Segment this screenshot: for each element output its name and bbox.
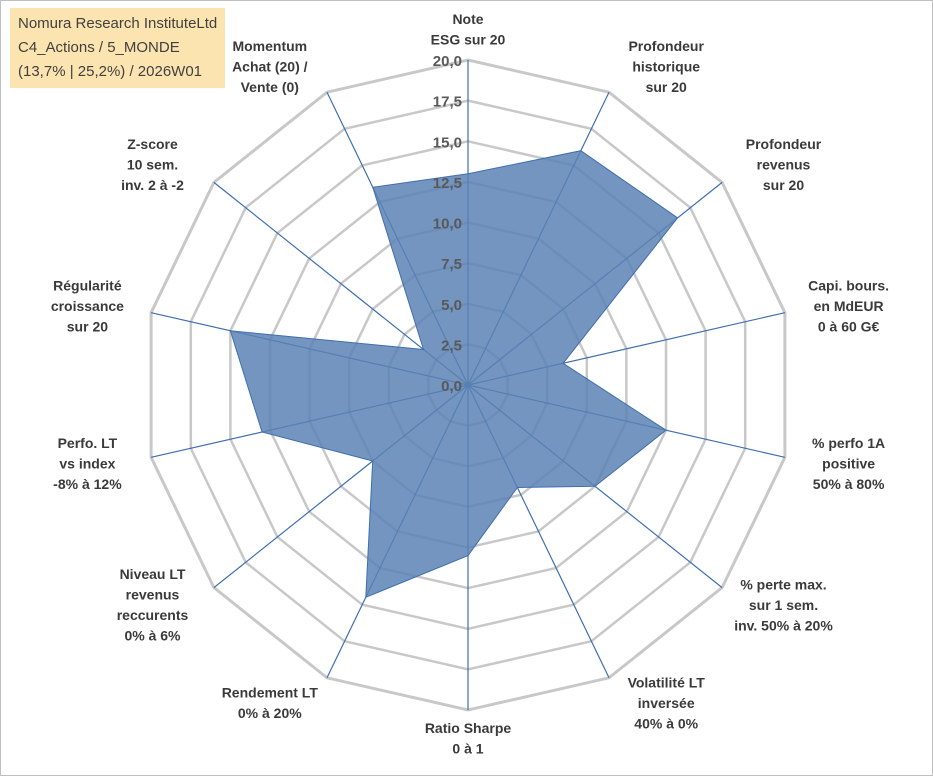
tick-label: 2,5 [441,337,462,354]
info-stats-week: (13,7% | 25,2%) / 2026W01 [18,63,202,80]
tick-layer: 0,0 2,5 5,0 7,5 10,0 12,5 15,0 17,5 20,0 [433,53,462,395]
series-layer [229,150,679,599]
tick-label: 5,0 [441,297,462,314]
category-label: Niveau LT revenus reccurents 0% à 6% [117,566,189,644]
category-label: Momentum Achat (20) / Vente (0) [232,38,308,95]
category-label: Régularité croissance sur 20 [51,278,124,335]
category-label: Capi. bours. en MdEUR 0 à 60 G€ [808,278,889,335]
category-label: Profondeur revenus sur 20 [746,136,822,193]
tick-label: 20,0 [433,53,462,70]
tick-label: 0,0 [441,378,462,395]
category-label: Ratio Sharpe 0 à 1 [425,720,512,757]
category-label: % perfo 1A positive 50% à 80% [812,435,885,492]
info-category: C4_Actions / 5_MONDE [18,39,180,56]
category-label: Note ESG sur 20 [431,11,506,48]
tick-label: 15,0 [433,134,462,151]
category-label: % perte max. sur 1 sem. inv. 50% à 20% [734,576,833,633]
tick-label: 12,5 [433,175,462,192]
info-box: Nomura Research InstituteLtd C4_Actions … [10,8,226,88]
tick-label: 10,0 [433,216,462,233]
category-label: Rendement LT 0% à 20% [222,685,319,722]
category-label: Profondeur historique sur 20 [628,38,704,95]
category-label: Perfo. LT vs index -8% à 12% [53,435,122,492]
category-label: Z-score 10 sem. inv. 2 à -2 [121,136,184,193]
category-label-layer: Note ESG sur 20 Profondeur historique sur 20… [51,11,889,757]
category-label: Volatilité LT inversée 40% à 0% [628,674,706,731]
tick-label: 17,5 [433,94,462,111]
info-company-name: Nomura Research InstituteLtd [18,15,218,32]
tick-label: 7,5 [441,256,462,273]
